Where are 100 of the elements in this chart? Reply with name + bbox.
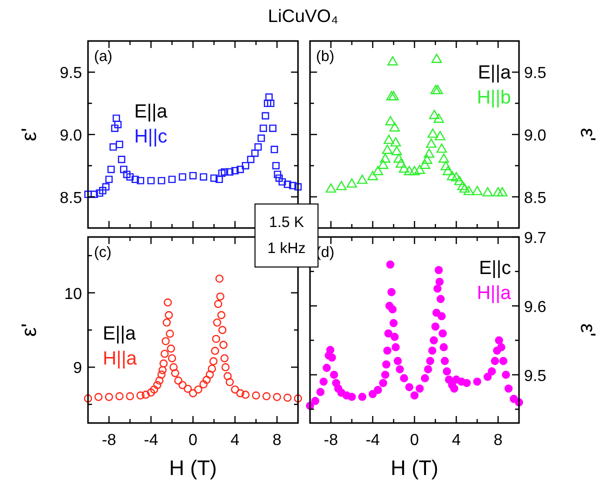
y-axis-title: ε' bbox=[576, 323, 599, 337]
point bbox=[202, 376, 211, 384]
point bbox=[262, 112, 270, 120]
point bbox=[386, 91, 397, 100]
point bbox=[294, 183, 302, 191]
point bbox=[218, 169, 226, 177]
point bbox=[438, 153, 450, 163]
x-tick-label: 0 bbox=[410, 432, 420, 449]
point bbox=[264, 100, 272, 108]
x-tick-label: -4 bbox=[366, 432, 380, 449]
point bbox=[164, 298, 172, 307]
point bbox=[336, 180, 347, 190]
point bbox=[251, 150, 259, 157]
point bbox=[194, 385, 202, 394]
point bbox=[162, 318, 171, 327]
x-tick-label: 0 bbox=[188, 432, 198, 449]
point bbox=[221, 363, 230, 372]
point bbox=[396, 158, 406, 168]
point bbox=[457, 180, 468, 190]
point bbox=[289, 182, 296, 190]
point bbox=[168, 354, 176, 362]
point bbox=[164, 311, 173, 320]
point bbox=[269, 124, 276, 132]
point bbox=[220, 354, 229, 362]
point bbox=[367, 170, 378, 180]
point bbox=[424, 148, 434, 158]
point bbox=[116, 140, 124, 148]
point bbox=[464, 186, 474, 196]
point bbox=[166, 330, 174, 338]
point bbox=[428, 128, 438, 138]
point bbox=[394, 153, 404, 163]
series-label: H||b bbox=[476, 87, 511, 108]
point bbox=[210, 346, 220, 355]
point bbox=[252, 391, 260, 400]
y-tick-label: 9.5 bbox=[524, 65, 546, 82]
point bbox=[429, 110, 440, 120]
point bbox=[426, 138, 437, 148]
point bbox=[215, 274, 224, 283]
point bbox=[107, 166, 115, 174]
point bbox=[431, 54, 442, 64]
point bbox=[356, 174, 368, 184]
point bbox=[231, 166, 239, 174]
point bbox=[272, 162, 280, 170]
annotation: (c) bbox=[94, 244, 112, 261]
point bbox=[126, 173, 134, 181]
point bbox=[420, 160, 430, 169]
point bbox=[120, 166, 128, 174]
point bbox=[284, 180, 292, 188]
x-tick-label: 8 bbox=[494, 432, 503, 449]
point bbox=[214, 300, 222, 308]
point bbox=[104, 392, 114, 402]
point bbox=[217, 311, 226, 320]
point bbox=[184, 384, 192, 393]
point bbox=[153, 380, 162, 390]
point bbox=[216, 176, 223, 184]
point bbox=[422, 154, 432, 164]
point bbox=[94, 392, 103, 402]
point bbox=[409, 166, 420, 176]
point bbox=[446, 170, 458, 180]
chart-title: LiCuVO₄ bbox=[268, 6, 338, 26]
point bbox=[212, 334, 220, 343]
point bbox=[208, 364, 216, 373]
point bbox=[114, 120, 122, 128]
point bbox=[105, 176, 113, 184]
point bbox=[236, 166, 244, 174]
y-tick-label: 9.5 bbox=[60, 65, 82, 82]
y-tick-label: 9 bbox=[73, 360, 82, 378]
point bbox=[171, 369, 180, 378]
annotation: (a) bbox=[94, 48, 112, 65]
point bbox=[188, 389, 198, 398]
point bbox=[380, 153, 391, 163]
point bbox=[111, 124, 118, 132]
annotation: E||a bbox=[102, 323, 136, 344]
annotation: E||a bbox=[134, 102, 168, 123]
point bbox=[451, 172, 462, 182]
x-tick-label: -8 bbox=[324, 432, 338, 449]
point bbox=[384, 134, 394, 144]
annotation: E||c bbox=[478, 258, 511, 280]
point bbox=[99, 186, 106, 194]
point bbox=[166, 344, 176, 353]
series-label: H||a bbox=[102, 348, 138, 370]
point bbox=[442, 166, 454, 176]
point bbox=[160, 359, 168, 368]
point bbox=[216, 292, 224, 301]
point bbox=[454, 176, 465, 186]
point bbox=[270, 146, 278, 154]
point bbox=[294, 394, 302, 403]
x-tick-label: -4 bbox=[144, 432, 158, 449]
point bbox=[326, 183, 336, 193]
point bbox=[236, 389, 244, 398]
point bbox=[346, 178, 358, 188]
point bbox=[390, 137, 401, 147]
point bbox=[210, 174, 218, 182]
point bbox=[206, 370, 214, 379]
point bbox=[199, 380, 208, 388]
annotation: E||a bbox=[478, 62, 512, 84]
point bbox=[440, 160, 452, 170]
series-label: H||a bbox=[476, 283, 512, 304]
point bbox=[283, 394, 292, 402]
point bbox=[404, 166, 415, 176]
